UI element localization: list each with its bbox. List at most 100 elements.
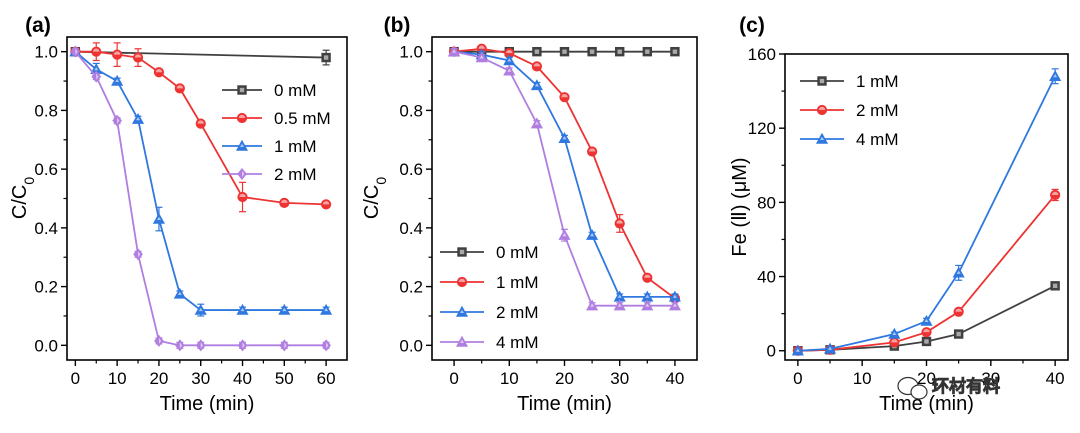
panel-b-series-0-point-7-highlight xyxy=(645,49,650,54)
panel-c-ytick-label-3: 120 xyxy=(748,119,776,138)
panel-c-legend-label-2: 4 mM xyxy=(856,130,899,149)
panel-a-ytick-label-2: 0.4 xyxy=(34,219,58,238)
panel-b-series-1-point-3-highlight xyxy=(533,63,541,67)
panel-b-xtick-label-0: 0 xyxy=(449,369,458,388)
panel-b-ytick-label-4: 0.8 xyxy=(399,101,423,120)
panel-b-legend-label-0: 0 mM xyxy=(496,243,539,262)
panel-b-series-2-point-5-highlight xyxy=(590,233,595,237)
panel-c-legend-marker-1-highlight xyxy=(818,106,826,110)
panel-a-series-2-point-3-highlight xyxy=(136,117,141,121)
panel-a-series-3-line xyxy=(74,51,327,347)
panel-b-series-3-point-8-highlight xyxy=(672,303,677,307)
panel-b-series-3-point-4-highlight xyxy=(562,233,567,237)
panel-b-series-2-point-6-highlight xyxy=(617,294,622,298)
wechat-bubble-small xyxy=(910,384,928,400)
panel-c: (c) 0 10 20 30 40 0 40 80 120 160 Time (min) Fe (Ⅱ) … xyxy=(729,14,1069,415)
panel-b-series-1 xyxy=(448,43,681,304)
panel-a-series-1-point-7-highlight xyxy=(239,193,246,198)
panel-b-legend-marker-1-highlight xyxy=(458,278,466,282)
panel-b-series-3-point-1-highlight xyxy=(479,55,484,59)
panel-b-series-2-point-2-highlight xyxy=(507,58,512,62)
panel-a-xtick-label-2: 20 xyxy=(149,369,168,388)
panel-b-xtick-label-3: 30 xyxy=(610,369,629,388)
panel-a-series-0 xyxy=(70,46,331,66)
panel-a-series-1-point-5-highlight xyxy=(176,85,184,89)
panel-a-series-3-point-8-highlight xyxy=(284,342,287,349)
panel-c-legend-marker-0-highlight xyxy=(819,78,825,84)
panel-b-legend-label-2: 2 mM xyxy=(496,303,539,322)
wechat-logo-icon xyxy=(897,376,928,400)
panel-b-xtick-label-4: 40 xyxy=(665,369,684,388)
panel-c-ylabel: Fe (Ⅱ) (μM) xyxy=(729,157,751,256)
panel-b-ytick-label-0: 0.0 xyxy=(399,336,423,355)
panel-a-series-0-point-1-highlight xyxy=(323,55,329,60)
panel-a-ytick-label-3: 0.6 xyxy=(34,160,58,179)
panel-a-series-2-point-5-highlight xyxy=(177,291,182,295)
panel-a-series-2-point-7-highlight xyxy=(240,307,245,312)
panel-b-legend-label-1: 1 mM xyxy=(496,273,539,292)
watermark: 环材有料 xyxy=(897,376,1000,400)
panel-a-series-3-point-5-highlight xyxy=(179,342,183,349)
panel-c-xtick-label-0: 0 xyxy=(793,369,802,388)
panel-c-series-2-point-3-highlight xyxy=(924,318,929,323)
panel-a-series-3-point-0-highlight xyxy=(75,48,78,55)
panel-a-series-2-point-2-highlight xyxy=(115,78,120,83)
panel-a-series-3-point-3-highlight xyxy=(138,251,141,258)
panel-b-xtick-label-1: 10 xyxy=(500,369,519,388)
panel-b-series-0-point-6-highlight xyxy=(617,49,622,54)
panel-c-series-2-point-4-highlight xyxy=(956,270,961,274)
panel-a-xtick-label-4: 40 xyxy=(233,369,252,388)
panel-b-series-1-line xyxy=(453,47,676,300)
panel-c-ytick-label-4: 160 xyxy=(748,45,776,64)
panel-a-xtick-label-6: 60 xyxy=(317,369,336,388)
panel-a-ytick-label-0: 0.0 xyxy=(34,336,58,355)
panel-b-series-3-point-3-highlight xyxy=(534,121,539,125)
panel-c-ytick-label-0: 0 xyxy=(767,342,776,361)
panel-b-series-1-point-5-highlight xyxy=(588,148,596,152)
panel-a-series-1-point-9-highlight xyxy=(322,201,330,205)
panel-c-xtick-label-3: 30 xyxy=(981,369,1000,388)
panel-b-series-3-point-2-highlight xyxy=(507,68,512,72)
panel-a-series-3-point-9-highlight xyxy=(326,342,329,349)
panel-b: (b) 0 10 20 30 40 0.0 0.2 0.4 0.6 0.8 1.0 Time (min)… xyxy=(361,14,698,415)
panel-b-series-3-point-0-highlight xyxy=(452,49,457,53)
panel-b-series-1-point-1-highlight xyxy=(478,45,485,49)
panel-a-series-2-point-4-highlight xyxy=(156,216,161,221)
panel-c-series-1-point-3-highlight xyxy=(923,328,930,333)
panel-a-series-1-point-1-highlight xyxy=(93,48,100,52)
panel-c-xlabel: Time (min) xyxy=(879,393,974,415)
panel-b-series-0-point-5-highlight xyxy=(589,49,595,54)
panel-c-series-2-line xyxy=(797,75,1056,352)
panel-b-legend-marker-0-highlight xyxy=(459,249,465,255)
panel-c-series-0-point-4-highlight xyxy=(956,331,961,337)
panel-a-series-2-point-8-highlight xyxy=(282,307,287,312)
panel-b-ytick-label-2: 0.4 xyxy=(399,219,423,238)
panel-a-series-1-point-6-highlight xyxy=(197,120,204,124)
panel-a-legend-marker-0-highlight xyxy=(239,87,245,93)
panel-a-legend-marker-1-highlight xyxy=(238,114,246,118)
panel-a-series-2-line xyxy=(74,50,327,311)
panel-a-legend-marker-3-highlight xyxy=(242,170,245,178)
panel-a-series-1-point-4-highlight xyxy=(155,69,163,73)
panel-c-series-1-point-4-highlight xyxy=(955,308,962,312)
panel-c-xtick-label-1: 10 xyxy=(853,369,872,388)
panel-b-series-1-point-6-highlight xyxy=(616,220,623,224)
panel-a-xtick-label-1: 10 xyxy=(108,369,127,388)
panel-b-xtick-label-2: 20 xyxy=(555,369,574,388)
panel-c-series-2-point-2-highlight xyxy=(892,331,897,336)
panel-b-series-1-point-2-highlight xyxy=(506,49,513,54)
panel-a-series-3-point-8 xyxy=(279,339,290,352)
panel-b-series-0-point-4-highlight xyxy=(562,49,567,54)
panel-c-legend: 1 mM 2 mM 4 mM xyxy=(800,72,899,149)
panel-a-xtick-label-0: 0 xyxy=(71,369,80,388)
panel-c-ytick-label-2: 80 xyxy=(757,193,776,212)
panel-a-series-2-point-9-highlight xyxy=(324,307,329,312)
panel-c-legend-label-1: 2 mM xyxy=(856,101,899,120)
panel-a-series-1-point-8-highlight xyxy=(281,199,288,203)
panel-a-xtick-label-3: 30 xyxy=(191,369,210,388)
panel-a-series-1-point-3-highlight xyxy=(134,54,142,58)
panel-a-ytick-label-1: 0.2 xyxy=(34,278,58,297)
panel-c-xtick-label-2: 20 xyxy=(917,369,936,388)
panel-b-legend: 0 mM 1 mM 2 mM 4 mM xyxy=(440,243,539,352)
